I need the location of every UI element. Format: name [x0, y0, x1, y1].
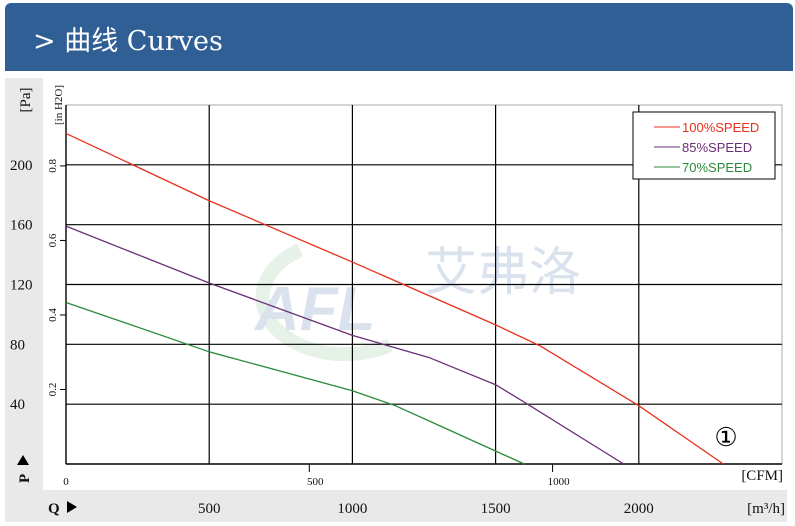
y2-tick-label: 0.4 — [47, 308, 59, 322]
section-header: > 曲线 Curves — [5, 3, 793, 71]
legend-label: 70%SPEED — [682, 160, 752, 175]
x2-tick-label: 500 — [307, 476, 324, 488]
curve-annotation: ① — [714, 423, 737, 453]
x-axis-title: [m³/h] — [747, 501, 785, 517]
legend-label: 100%SPEED — [682, 120, 759, 135]
y2-tick-label: 0.2 — [47, 383, 59, 397]
series-line-70speed — [65, 301, 525, 465]
arrow-up-icon — [17, 455, 29, 465]
arrow-right-icon — [67, 501, 77, 513]
title-text: 曲线 Curves — [64, 26, 223, 57]
y-axis-band — [5, 78, 43, 490]
watermark-logo: AFL 艾弗洛 — [253, 243, 581, 362]
legend: 100%SPEED 85%SPEED 70%SPEED — [632, 111, 776, 180]
y2-tick-label: 0.6 — [47, 233, 59, 247]
y-axis-title: [Pa] — [18, 88, 34, 113]
x-tick-label: 500 — [198, 501, 221, 517]
y-tick-label: 160 — [10, 218, 33, 234]
x-tick-label: 1500 — [481, 501, 511, 517]
y-axis-marker: P — [17, 474, 33, 483]
y2-tick-label: 0.8 — [47, 159, 59, 173]
y-tick-label: 80 — [10, 337, 25, 353]
x-tick-label: 2000 — [624, 501, 654, 517]
x-axis-band — [5, 490, 787, 522]
series-line-100speed — [65, 132, 724, 465]
y-tick-label: 200 — [10, 158, 33, 174]
section-title: > 曲线 Curves — [33, 19, 223, 58]
series-line-85speed — [65, 225, 624, 465]
x-tick-label: 1000 — [337, 501, 367, 517]
x2-tick-label: 1000 — [548, 476, 571, 488]
x2-tick-label: 0 — [63, 476, 69, 488]
legend-label: 85%SPEED — [682, 140, 752, 155]
x-axis-marker: Q — [48, 501, 60, 517]
y-tick-label: 40 — [10, 397, 25, 413]
chevron-right-icon: > — [33, 26, 56, 57]
y2-axis-title: [in H2O] — [53, 85, 65, 125]
y-tick-label: 120 — [10, 278, 33, 294]
svg-text:艾弗洛: 艾弗洛 — [425, 243, 581, 303]
svg-text:AFL: AFL — [253, 275, 376, 344]
x2-axis-title: [CFM] — [741, 468, 783, 484]
